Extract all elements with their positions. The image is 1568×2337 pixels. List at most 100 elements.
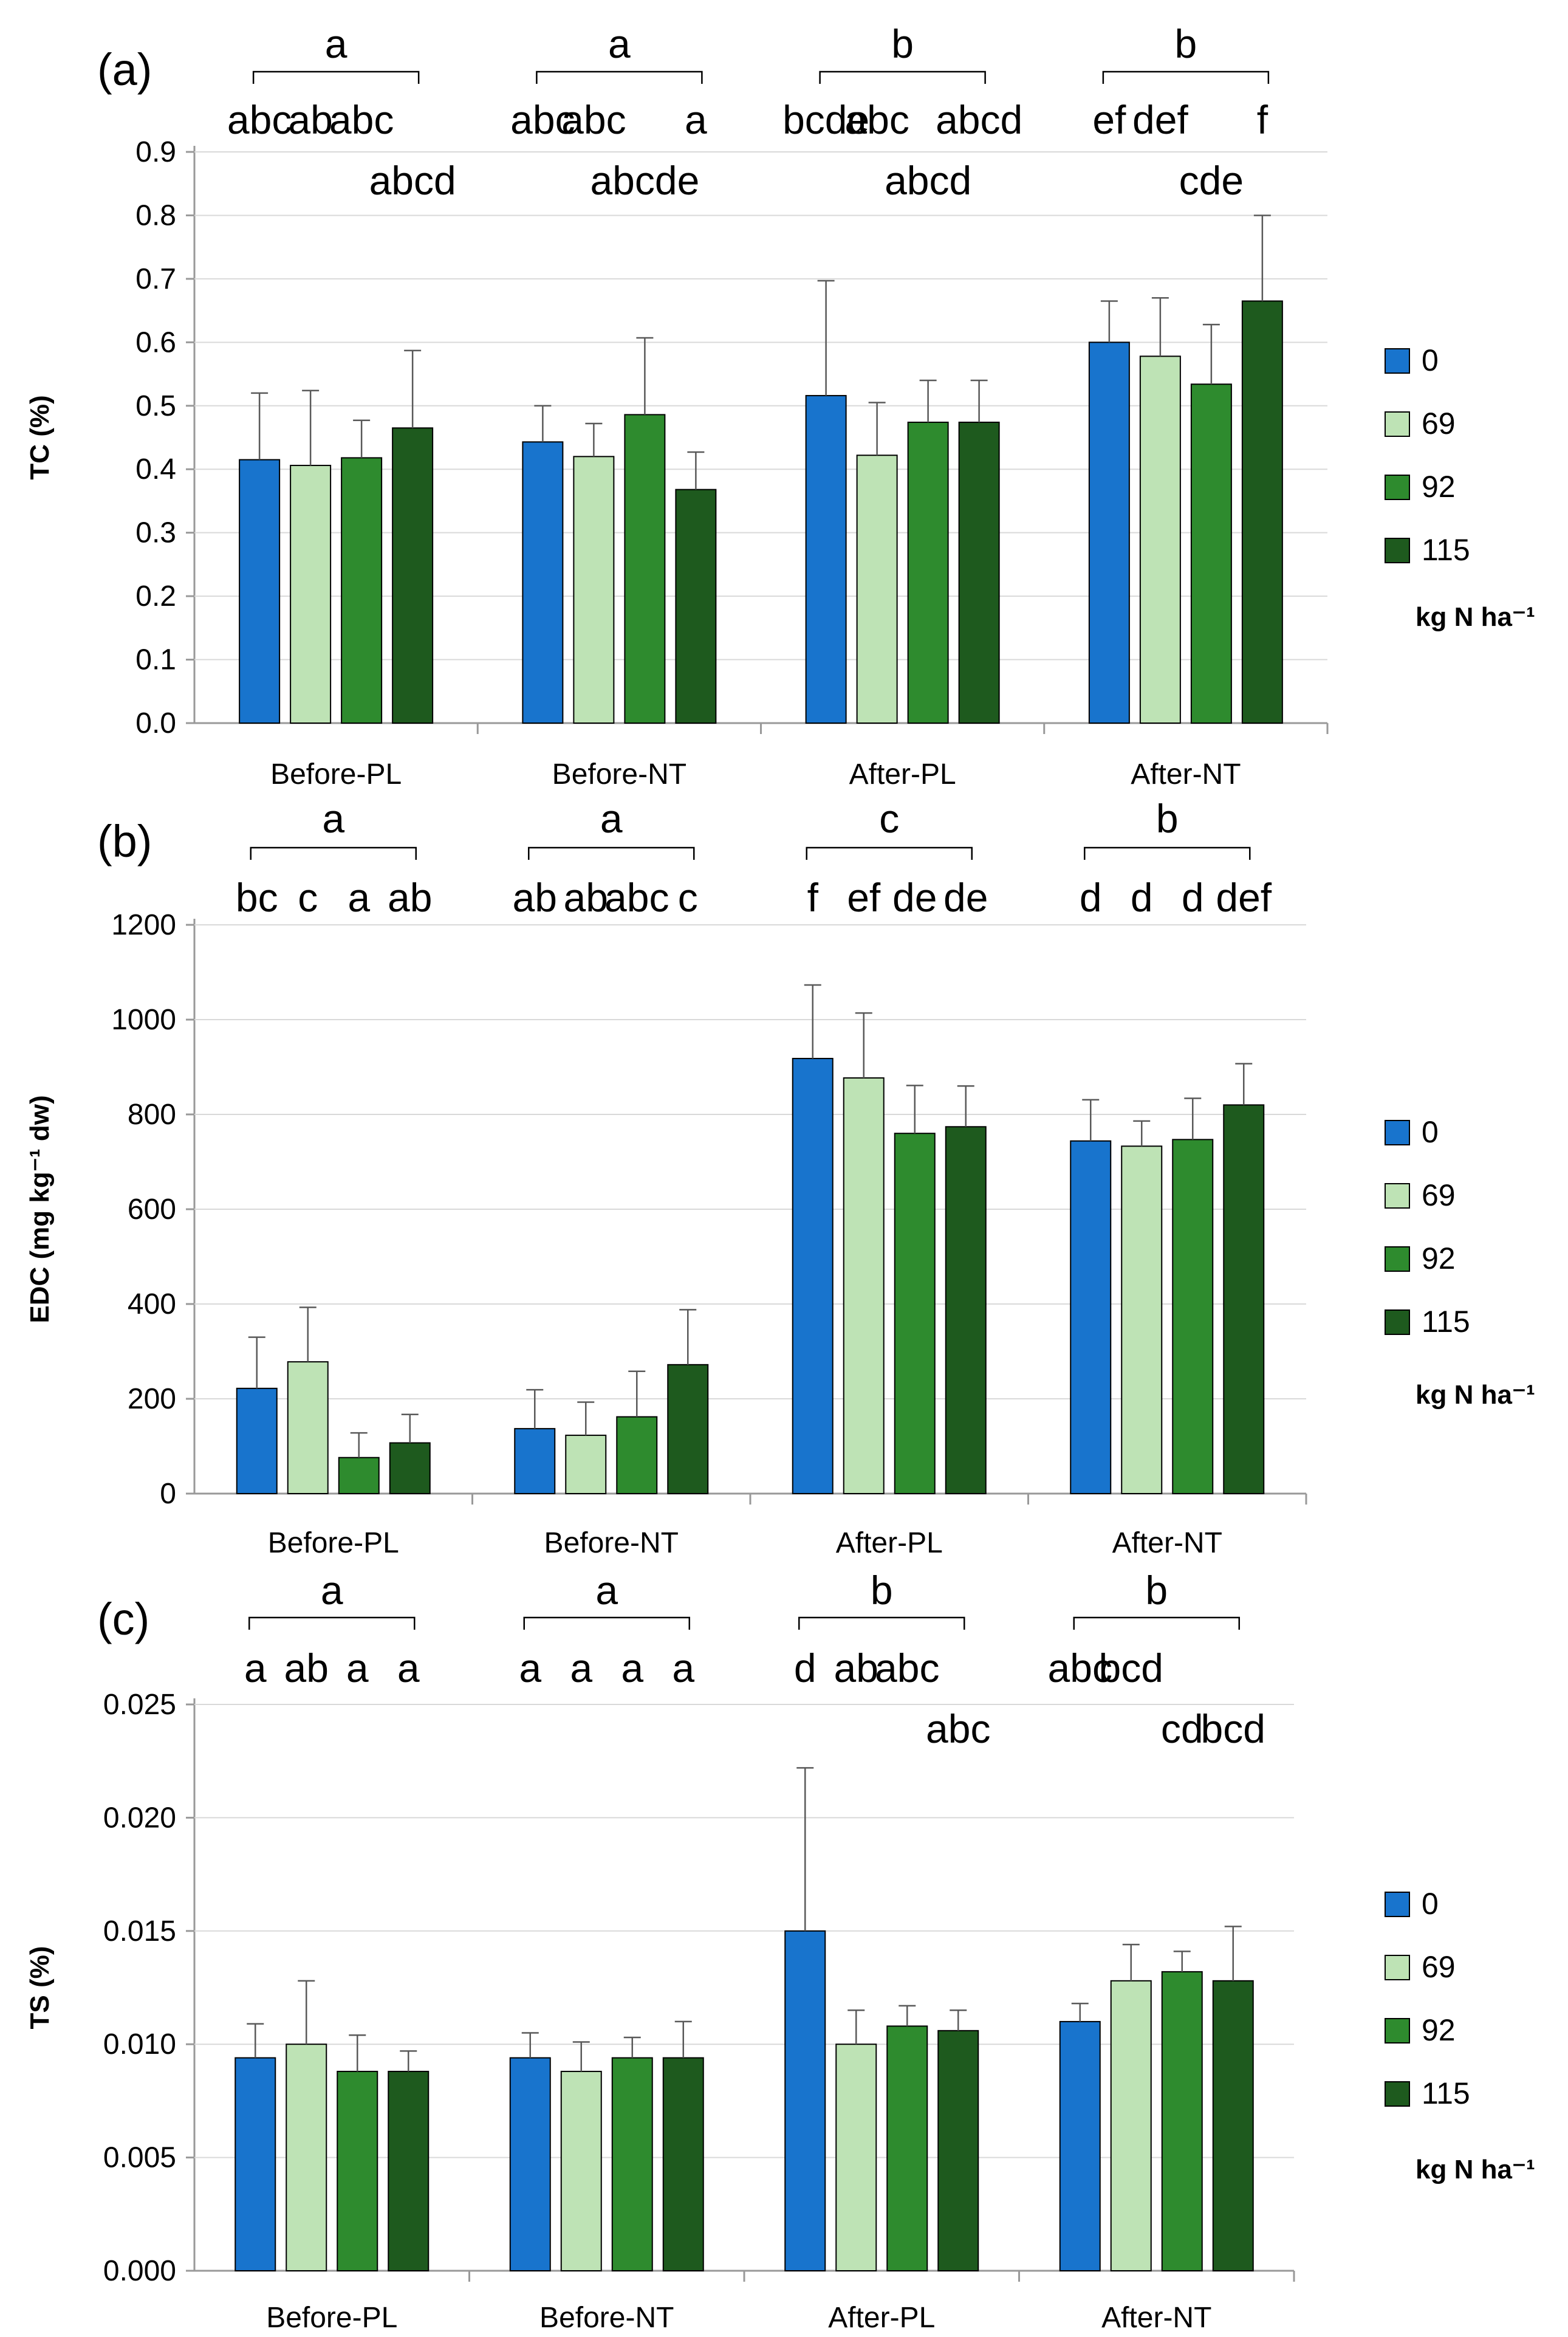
legend-label: 92: [1422, 470, 1456, 504]
bar-letter: d: [1131, 875, 1153, 920]
y-tick-label: 200: [128, 1383, 176, 1415]
y-tick-label: 0: [160, 1478, 176, 1510]
bar: [1110, 1980, 1152, 2271]
x-category-label: After-NT: [1101, 2302, 1211, 2334]
bar-letter: abc: [510, 97, 575, 142]
legend-swatch: [1385, 1892, 1410, 1917]
panel-label: (a): [97, 44, 152, 95]
bar: [573, 456, 615, 724]
bar: [1161, 1971, 1203, 2272]
bar-letter: bc: [236, 875, 278, 920]
bar: [1190, 383, 1232, 724]
legend-swatch: [1385, 1120, 1410, 1145]
y-tick-label: 0.2: [135, 580, 176, 613]
significance-bracket: [248, 1616, 416, 1630]
bar: [522, 441, 564, 724]
group-letter: b: [871, 1568, 893, 1613]
legend-unit: kg N ha⁻¹: [1416, 1380, 1535, 1410]
significance-bracket: [250, 846, 417, 860]
x-category-label: Before-NT: [544, 1527, 679, 1559]
bar: [1139, 355, 1181, 724]
bar: [560, 2070, 602, 2272]
x-category-label: Before-PL: [268, 1527, 399, 1559]
legend-label: 0: [1422, 1115, 1439, 1149]
bar-letter: d: [1182, 875, 1204, 920]
x-category-label: After-NT: [1131, 758, 1241, 791]
bar-letter: c: [678, 875, 698, 920]
y-tick-label: 0.015: [103, 1915, 176, 1948]
legend-swatch: [1385, 2018, 1410, 2044]
bar-letter: a: [347, 875, 370, 920]
significance-bracket: [252, 70, 420, 84]
y-axis-title: TC (%): [25, 395, 55, 479]
y-tick-label: 0.0: [135, 707, 176, 740]
y-tick-label: 0.005: [103, 2142, 176, 2174]
bar-letter: abcd: [369, 158, 456, 203]
bar: [667, 1364, 709, 1495]
group-letter: a: [608, 21, 631, 66]
significance-bracket: [528, 846, 695, 860]
bar-letter: a: [397, 1646, 420, 1690]
bar-letter: a: [672, 1646, 694, 1690]
bar: [389, 1442, 431, 1495]
group-letter: a: [322, 796, 344, 841]
legend-swatch: [1385, 2081, 1410, 2107]
group-letter: b: [1145, 1568, 1168, 1613]
bar-letter: abcde: [590, 158, 699, 203]
bar-letter: ef: [1092, 97, 1126, 142]
significance-bracket: [806, 846, 973, 860]
bar: [236, 1387, 278, 1495]
bar: [514, 1428, 556, 1494]
legend-swatch: [1385, 1183, 1410, 1209]
bar-letter: d: [1080, 875, 1102, 920]
legend-swatch: [1385, 538, 1410, 563]
y-tick-label: 0.010: [103, 2028, 176, 2061]
legend-swatch: [1385, 411, 1410, 437]
bar: [958, 421, 1000, 724]
y-tick-label: 0.3: [135, 517, 176, 549]
bar: [843, 1077, 885, 1494]
legend-label: 69: [1422, 1950, 1456, 1984]
bar-letter: abc: [1048, 1646, 1112, 1690]
legend-label: 115: [1422, 533, 1470, 567]
group-letter: a: [321, 1568, 343, 1613]
y-axis-title: EDC (mg kg⁻¹ dw): [25, 1095, 55, 1323]
bar: [337, 2070, 378, 2272]
bar-letter: abcd: [885, 158, 971, 203]
y-tick-label: 400: [128, 1288, 176, 1320]
significance-bracket: [1073, 1616, 1240, 1630]
legend-swatch: [1385, 1246, 1410, 1272]
legend-label: 69: [1422, 407, 1456, 441]
bar: [662, 2057, 704, 2272]
bar-letter: def: [1132, 97, 1188, 142]
bar: [1059, 2020, 1101, 2271]
x-category-label: Before-PL: [266, 2302, 397, 2334]
bar: [937, 2030, 979, 2272]
bar: [805, 395, 847, 724]
x-category-label: Before-NT: [552, 758, 686, 791]
bar-letter: abc: [875, 1646, 939, 1690]
bar-letter: ab: [834, 1646, 878, 1690]
bar-letter: abc: [561, 97, 626, 142]
bar: [886, 2025, 928, 2271]
group-letter: a: [600, 796, 623, 841]
bar-letter: abc: [604, 875, 669, 920]
y-tick-label: 0.4: [135, 453, 176, 486]
bar-letter: de: [943, 875, 988, 920]
bar-letter: a: [570, 1646, 592, 1690]
legend-label: 92: [1422, 2013, 1456, 2047]
bar: [1223, 1104, 1265, 1494]
bar: [239, 459, 281, 724]
bar: [509, 2057, 551, 2272]
bar-letter: def: [1216, 875, 1272, 920]
bar-letter: a: [685, 97, 707, 142]
y-tick-label: 0.5: [135, 390, 176, 422]
y-tick-label: 0.6: [135, 326, 176, 359]
y-tick-label: 1200: [111, 909, 176, 941]
bar: [290, 464, 332, 724]
bar: [835, 2044, 877, 2271]
bar: [675, 489, 717, 724]
legend-swatch: [1385, 1309, 1410, 1335]
bar-letter: ab: [288, 97, 332, 142]
